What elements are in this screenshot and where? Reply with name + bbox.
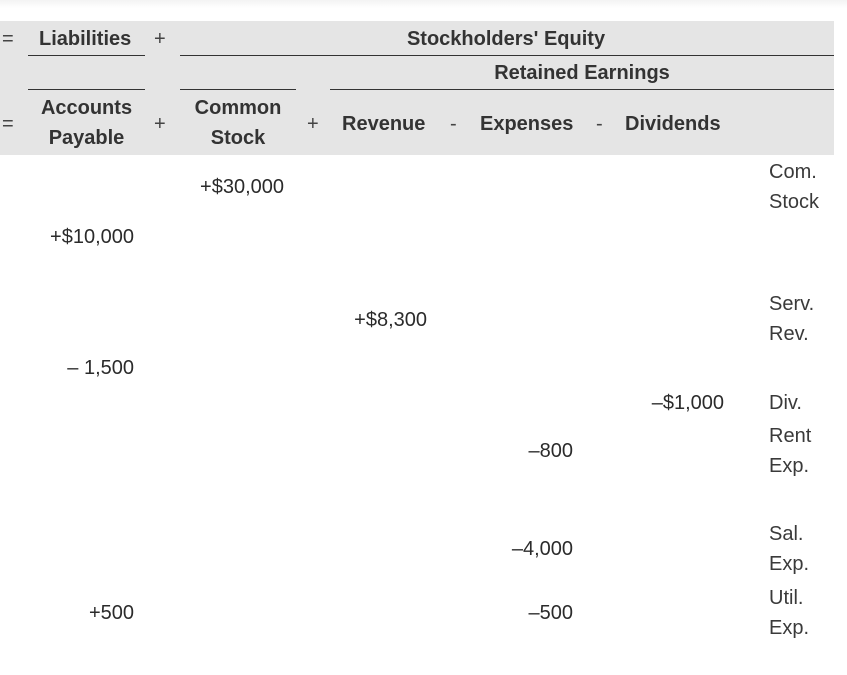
equity-underline — [180, 55, 834, 56]
minus-sign-2: - — [596, 113, 603, 135]
common-stock-heading-line2: Stock — [210, 127, 266, 149]
equals-sign-2: = — [2, 113, 14, 135]
row-label-stock: Stock — [769, 191, 820, 213]
accounts-payable-value: – 1,500 — [67, 357, 134, 379]
row-label-exp: Exp. — [769, 553, 810, 575]
row-label-rent: Rent — [769, 425, 812, 447]
dividends-heading: Dividends — [625, 113, 721, 135]
liabilities-underline — [28, 55, 145, 56]
row-label-exp: Exp. — [769, 455, 810, 477]
revenue-value: +$8,300 — [354, 309, 427, 331]
plus-sign-2: + — [154, 113, 166, 135]
dividends-value: –$1,000 — [651, 392, 724, 414]
plus-sign-3: + — [307, 113, 319, 135]
minus-sign-1: - — [450, 113, 457, 135]
equals-sign: = — [2, 28, 14, 50]
common-stock-heading-line1: Common — [194, 97, 282, 119]
retained-earnings-heading: Retained Earnings — [494, 62, 670, 84]
expenses-heading: Expenses — [480, 113, 574, 135]
expenses-value: –500 — [528, 602, 574, 624]
accounts-payable-value: +$10,000 — [50, 226, 134, 248]
row-label-exp: Exp. — [769, 617, 810, 639]
revenue-heading: Revenue — [342, 113, 426, 135]
expenses-value: –4,000 — [511, 538, 573, 560]
stockholders-equity-heading: Stockholders' Equity — [406, 28, 606, 50]
retained-earnings-underline — [330, 89, 834, 90]
common-stock-value: +$30,000 — [200, 176, 284, 198]
accounts-payable-heading-line2: Payable — [48, 127, 125, 149]
row-label-sal: Sal. — [769, 523, 804, 545]
row-label-div: Div. — [769, 392, 802, 414]
header-band-bottom — [0, 90, 834, 155]
ap-spacer-underline — [28, 89, 145, 90]
cs-spacer-underline — [180, 89, 296, 90]
accounts-payable-value: +500 — [88, 602, 134, 624]
plus-sign: + — [154, 28, 166, 50]
top-shadow — [0, 0, 847, 8]
row-label-com: Com. — [769, 161, 817, 183]
row-label-serv: Serv. — [769, 293, 815, 315]
expenses-value: –800 — [528, 440, 574, 462]
accounts-payable-heading-line1: Accounts — [40, 97, 133, 119]
row-label-rev: Rev. — [769, 323, 809, 345]
liabilities-heading: Liabilities — [39, 28, 132, 50]
row-label-util: Util. — [769, 587, 804, 609]
